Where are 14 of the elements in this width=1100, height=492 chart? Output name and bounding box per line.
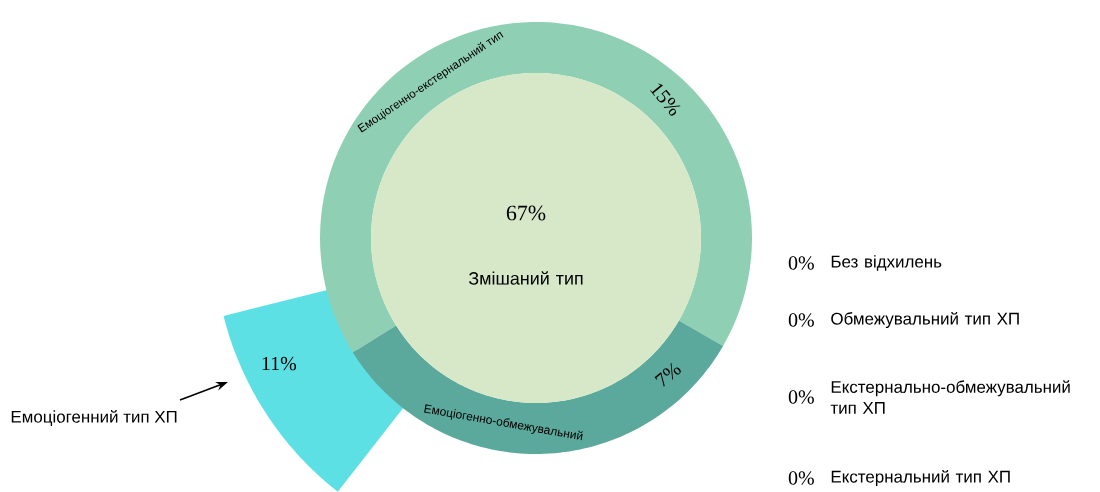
data-label: 0%: [788, 390, 814, 404]
category-label: Емоціогенний тип ХП: [11, 410, 177, 427]
data-label: 0%: [788, 256, 814, 270]
data-label: 7%: [654, 363, 681, 387]
category-label: Змішаний тип: [468, 271, 583, 285]
category-label: Екстернально-обмежувальний тип ХП: [830, 380, 1070, 414]
data-label: 15%: [650, 83, 681, 116]
data-label: 0%: [788, 313, 814, 327]
category-label: Екстернальний тип ХП: [831, 470, 1010, 487]
data-label: 11%: [262, 356, 297, 371]
category-label: Без відхилень: [831, 255, 942, 271]
data-label: 67%: [506, 205, 546, 221]
category-label: Обмежувальний тип ХП: [831, 312, 1019, 329]
data-label: 0%: [788, 471, 814, 485]
